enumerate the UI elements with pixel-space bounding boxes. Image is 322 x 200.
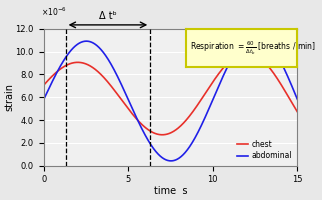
X-axis label: time  s: time s [154,186,187,196]
Legend: chest, abdominal: chest, abdominal [235,139,294,162]
Text: Δ tᵇ: Δ tᵇ [99,11,117,21]
Text: $\times 10^{-6}$: $\times 10^{-6}$ [41,6,67,18]
Y-axis label: strain: strain [4,83,14,111]
